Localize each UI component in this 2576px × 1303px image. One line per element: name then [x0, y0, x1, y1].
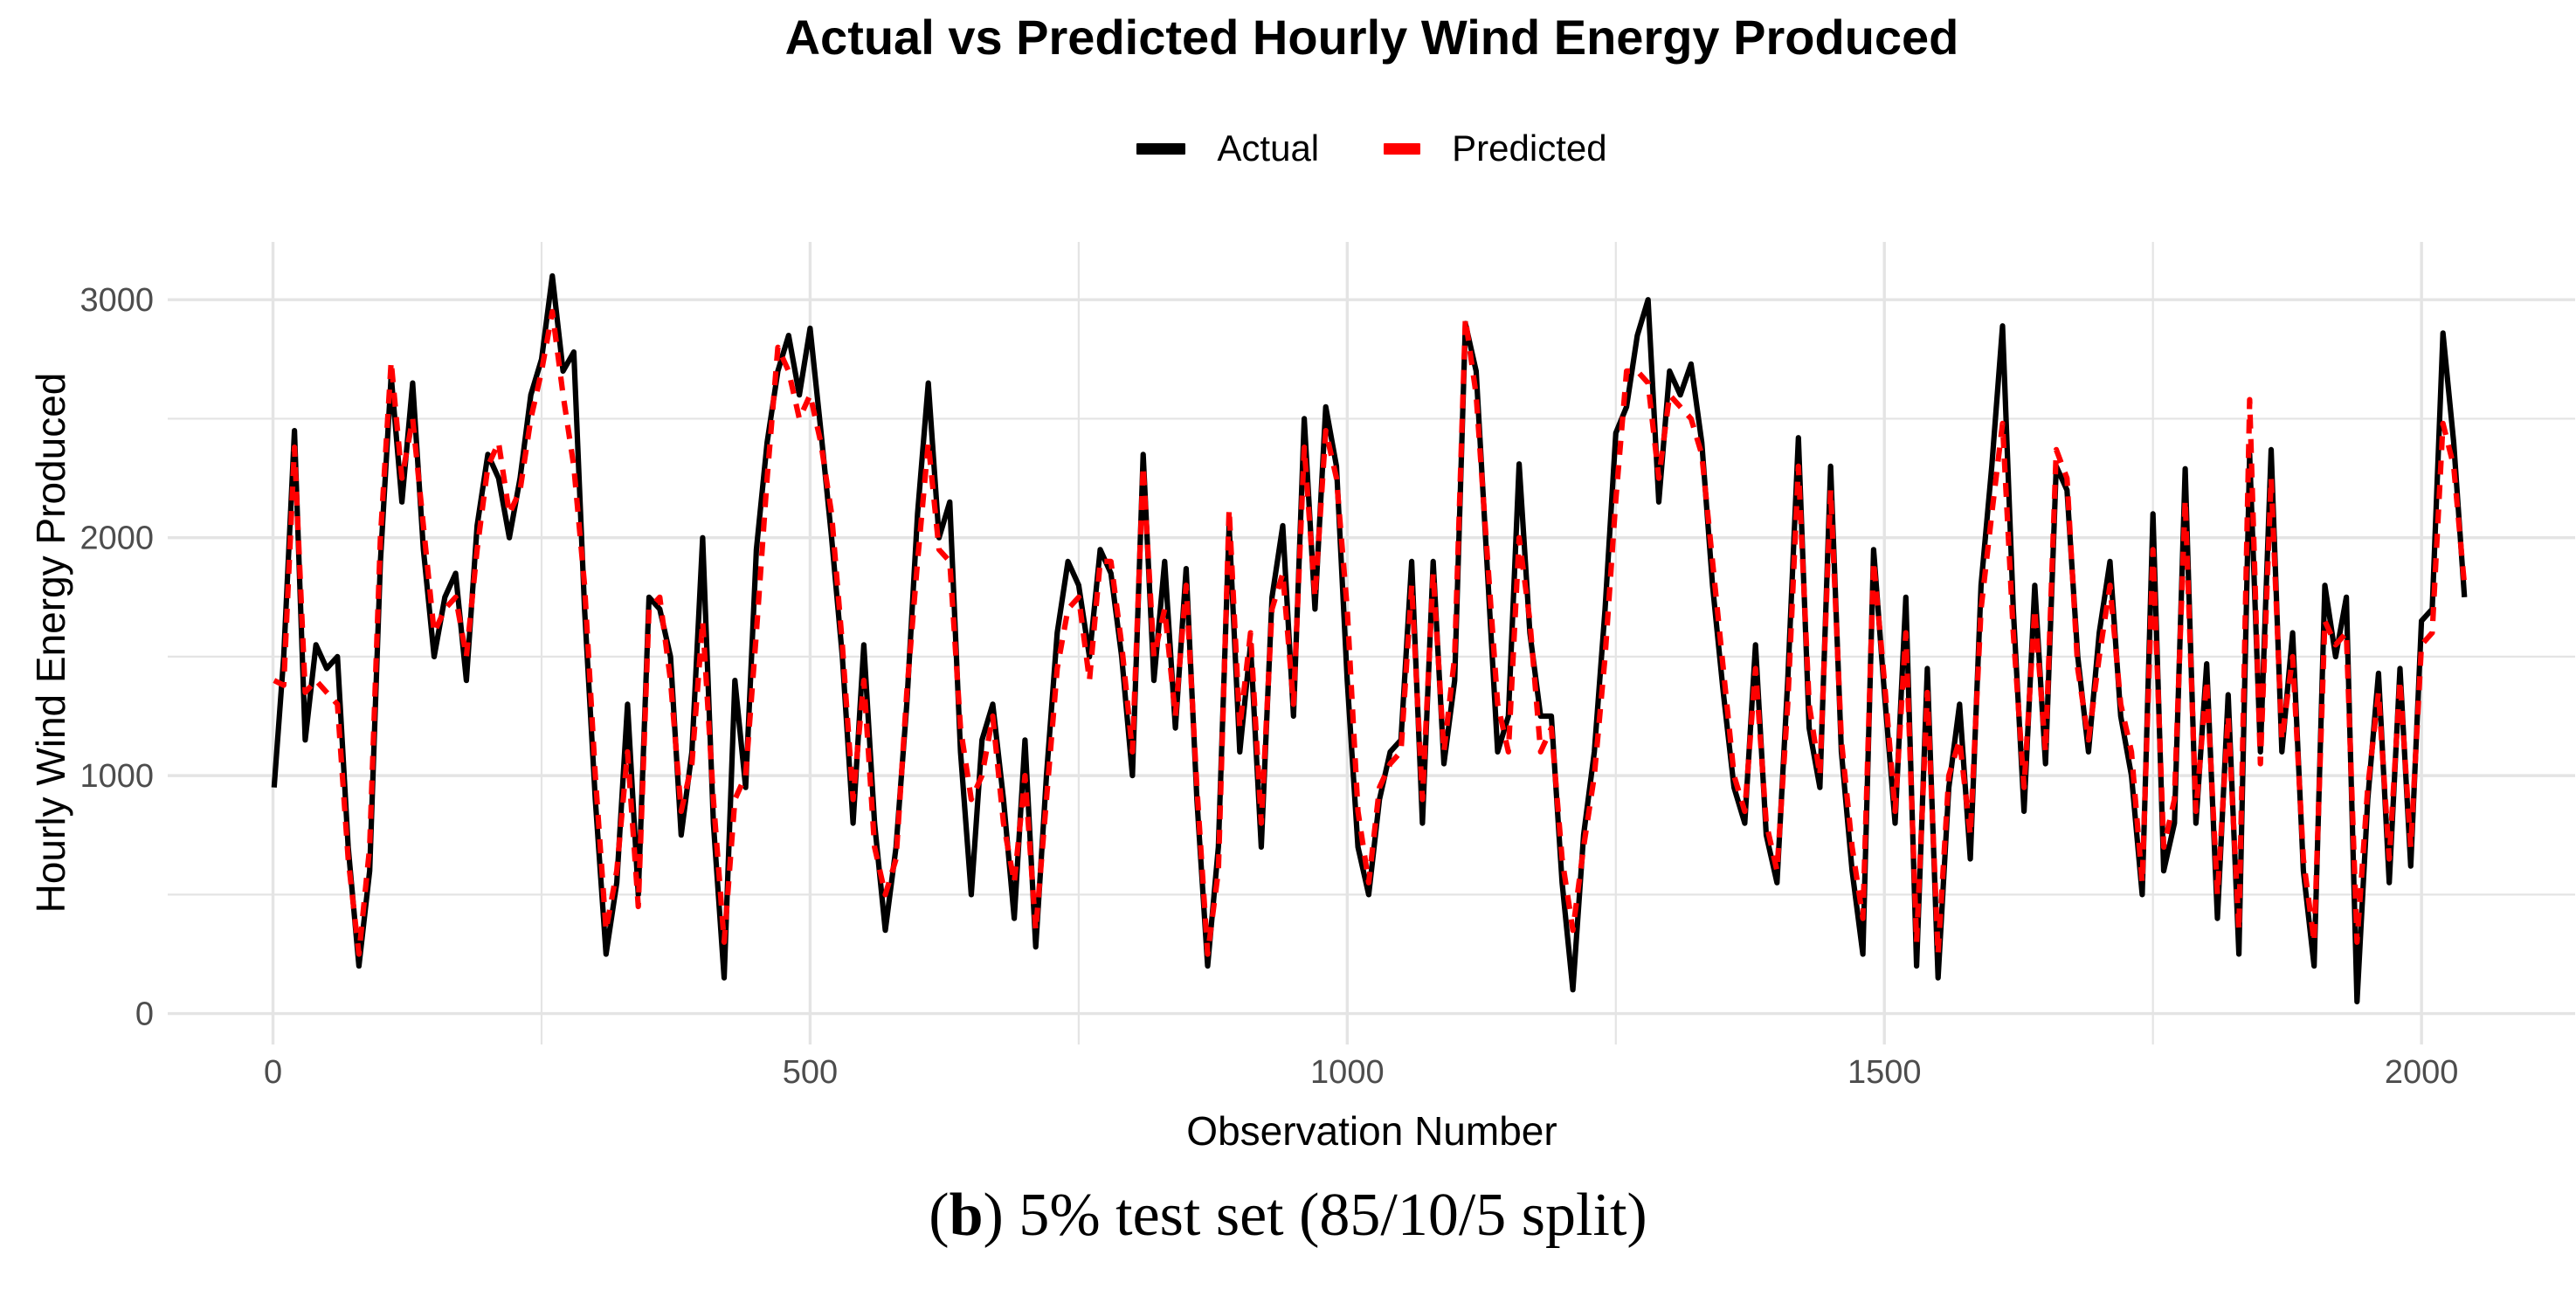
caption-text: ) 5% test set (85/10/5 split) — [983, 1182, 1647, 1249]
x-tick-label-1500: 1500 — [1847, 1054, 1922, 1091]
x-tick-label-0: 0 — [264, 1054, 282, 1091]
caption-panel-letter: b — [949, 1182, 984, 1249]
actual-legend-label: Actual — [1217, 128, 1320, 169]
figure-caption: (b) 5% test set (85/10/5 split) — [0, 1181, 2576, 1251]
predicted-legend-label: Predicted — [1452, 128, 1607, 169]
x-tick-label-2000: 2000 — [2385, 1054, 2459, 1091]
actual-series-line — [271, 272, 2468, 1005]
y-tick-label-3000: 3000 — [79, 282, 154, 319]
x-tick-label-1000: 1000 — [1310, 1054, 1385, 1091]
legend: Actual Predicted — [168, 128, 2576, 169]
legend-item-actual: Actual — [1136, 128, 1319, 169]
y-tick-label-0: 0 — [135, 996, 154, 1033]
x-axis-title: Observation Number — [1186, 1108, 1557, 1154]
legend-item-predicted: Predicted — [1384, 128, 1607, 169]
plot-area: 0 1000 2000 3000 0 500 1000 1500 2000 — [79, 242, 2575, 1091]
y-tick-label-2000: 2000 — [79, 521, 154, 557]
chart-title: Actual vs Predicted Hourly Wind Energy P… — [784, 10, 1959, 65]
predicted-legend-key — [1384, 142, 1421, 155]
y-tick-label-1000: 1000 — [79, 758, 154, 795]
caption-prefix: ( — [929, 1182, 950, 1249]
y-axis-title: Hourly Wind Energy Produced — [28, 372, 73, 913]
predicted-series-line — [273, 308, 2468, 957]
actual-legend-key — [1136, 142, 1186, 155]
x-tick-label-500: 500 — [783, 1054, 838, 1091]
